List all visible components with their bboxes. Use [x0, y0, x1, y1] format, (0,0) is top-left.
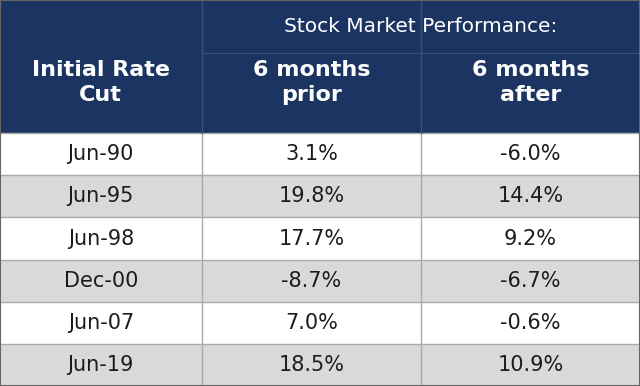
Text: -8.7%: -8.7% — [281, 271, 342, 291]
Bar — [0, 175, 640, 217]
Text: Jun-90: Jun-90 — [68, 144, 134, 164]
Bar — [0, 259, 640, 302]
Text: -6.7%: -6.7% — [500, 271, 561, 291]
Bar — [0, 0, 640, 133]
Text: 9.2%: 9.2% — [504, 229, 557, 249]
Text: 10.9%: 10.9% — [497, 355, 564, 375]
Text: 3.1%: 3.1% — [285, 144, 338, 164]
Text: Jun-98: Jun-98 — [68, 229, 134, 249]
Text: Jun-95: Jun-95 — [68, 186, 134, 207]
Bar — [0, 133, 640, 175]
Text: -0.6%: -0.6% — [500, 313, 561, 333]
Text: Jun-19: Jun-19 — [68, 355, 134, 375]
Text: 18.5%: 18.5% — [278, 355, 344, 375]
Bar — [0, 344, 640, 386]
Text: Stock Market Performance:: Stock Market Performance: — [284, 17, 557, 36]
Text: Dec-00: Dec-00 — [63, 271, 138, 291]
Text: Jun-07: Jun-07 — [68, 313, 134, 333]
Text: 6 months
after: 6 months after — [472, 60, 589, 105]
Text: 17.7%: 17.7% — [278, 229, 344, 249]
Text: 7.0%: 7.0% — [285, 313, 338, 333]
Text: Initial Rate
Cut: Initial Rate Cut — [32, 60, 170, 105]
Text: -6.0%: -6.0% — [500, 144, 561, 164]
Text: 6 months
prior: 6 months prior — [253, 60, 370, 105]
Text: 19.8%: 19.8% — [278, 186, 344, 207]
Text: 14.4%: 14.4% — [497, 186, 564, 207]
Bar — [0, 302, 640, 344]
Bar — [0, 217, 640, 260]
